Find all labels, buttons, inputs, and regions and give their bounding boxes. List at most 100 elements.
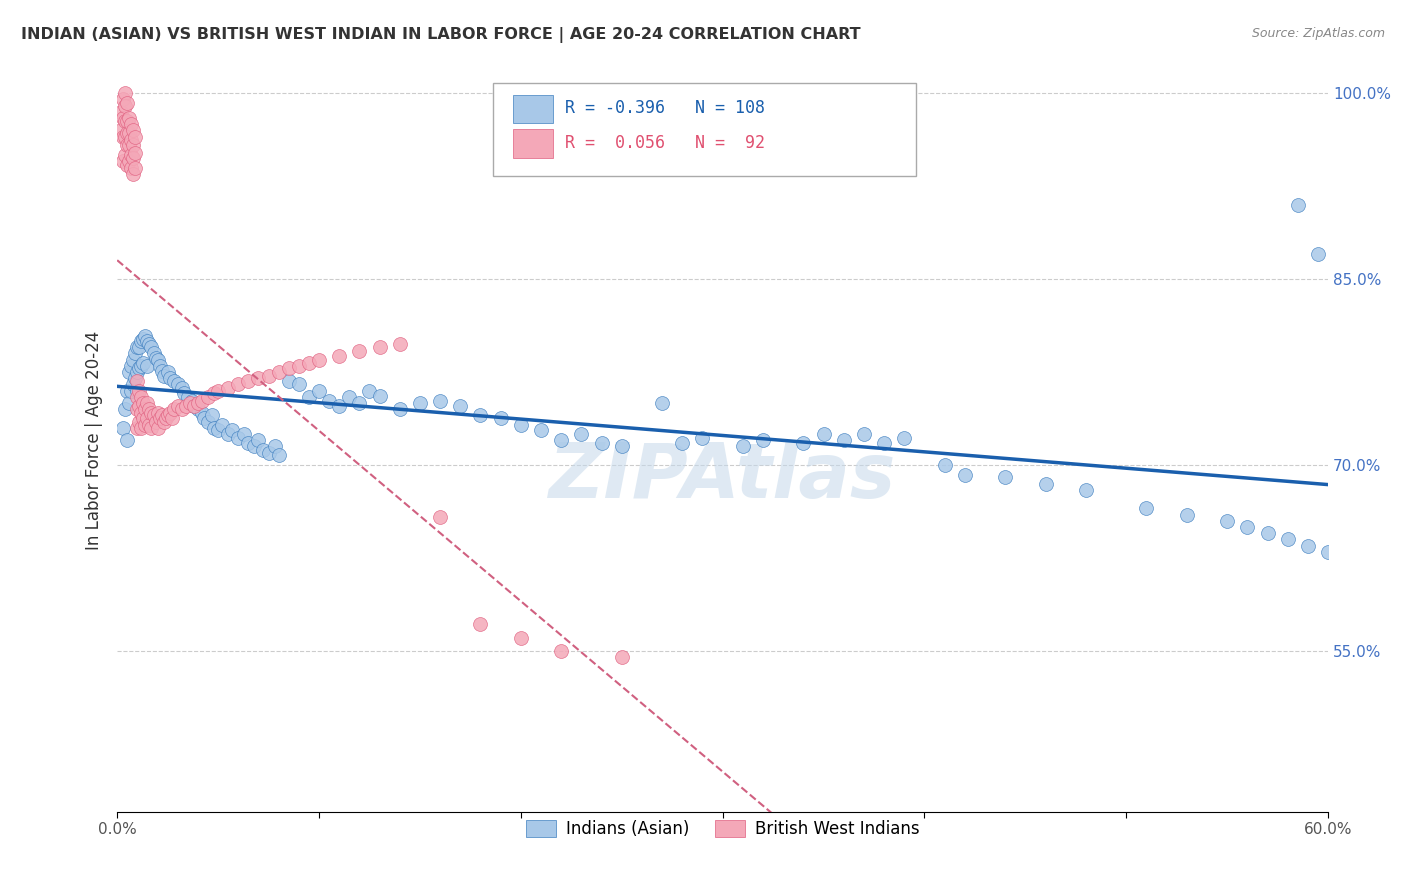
Point [124, 129, 146, 144]
Point [610, 650, 633, 665]
Point [1277, 533, 1299, 547]
Point [122, 138, 145, 153]
Point [155, 410, 177, 425]
Point [127, 421, 149, 435]
Point [152, 415, 174, 429]
Point [298, 390, 321, 404]
Point [257, 368, 280, 383]
Point [288, 377, 311, 392]
Point [183, 399, 205, 413]
Point [138, 402, 160, 417]
Point [114, 87, 136, 101]
Point [159, 371, 181, 385]
Point [117, 138, 139, 153]
Point [124, 346, 146, 360]
Point [159, 406, 181, 420]
Point [1074, 483, 1097, 497]
Point [145, 415, 167, 429]
Point [120, 117, 142, 131]
Point [166, 399, 188, 413]
Point [117, 126, 139, 140]
Point [131, 334, 153, 348]
Point [201, 409, 224, 423]
Point [202, 421, 225, 435]
Bar [513, 129, 553, 158]
Point [134, 329, 156, 343]
Point [1286, 198, 1309, 212]
Point [152, 368, 174, 383]
Point [550, 433, 572, 447]
Point [112, 111, 135, 125]
Point [328, 399, 350, 413]
Point [1135, 501, 1157, 516]
Point [124, 145, 146, 160]
Point [1317, 545, 1340, 559]
Point [197, 415, 219, 429]
Point [187, 396, 209, 410]
Point [174, 399, 197, 413]
Point [118, 365, 141, 379]
Point [470, 409, 492, 423]
Point [122, 167, 145, 181]
Point [832, 433, 855, 447]
Point [136, 410, 159, 425]
Point [132, 410, 155, 425]
Point [120, 133, 142, 147]
Point [141, 406, 163, 420]
Point [449, 399, 471, 413]
Point [238, 374, 260, 388]
Point [122, 123, 145, 137]
Point [166, 377, 188, 392]
Point [170, 402, 193, 417]
Point [359, 384, 381, 398]
Point [207, 423, 229, 437]
Point [1236, 520, 1258, 534]
Point [128, 361, 150, 376]
Point [207, 384, 229, 398]
Point [142, 409, 165, 423]
Point [934, 458, 956, 472]
Point [117, 113, 139, 128]
Point [114, 402, 136, 417]
Point [142, 346, 165, 360]
FancyBboxPatch shape [492, 83, 917, 177]
Point [173, 386, 195, 401]
Point [163, 402, 186, 417]
Point [120, 384, 142, 398]
Point [509, 632, 531, 646]
Point [226, 431, 249, 445]
Point [132, 332, 155, 346]
Point [124, 371, 146, 385]
Point [873, 435, 896, 450]
Point [571, 427, 593, 442]
Point [792, 435, 814, 450]
Point [308, 352, 330, 367]
Point [141, 421, 163, 435]
Point [146, 406, 169, 420]
Point [150, 364, 173, 378]
Point [122, 151, 145, 165]
Point [127, 374, 149, 388]
Legend: Indians (Asian), British West Indians: Indians (Asian), British West Indians [519, 813, 925, 845]
Point [127, 384, 149, 398]
Point [134, 418, 156, 433]
Point [120, 359, 142, 373]
Point [118, 396, 141, 410]
Point [193, 410, 215, 425]
Point [163, 374, 186, 388]
Point [118, 138, 141, 153]
Point [1296, 539, 1319, 553]
Point [349, 343, 371, 358]
Point [1035, 476, 1057, 491]
Point [120, 148, 142, 162]
Point [308, 384, 330, 398]
Point [118, 126, 141, 140]
Point [122, 377, 145, 392]
Point [136, 334, 159, 348]
Point [238, 435, 260, 450]
Point [127, 340, 149, 354]
Point [156, 365, 179, 379]
Point [550, 644, 572, 658]
Point [409, 396, 432, 410]
Point [489, 410, 512, 425]
